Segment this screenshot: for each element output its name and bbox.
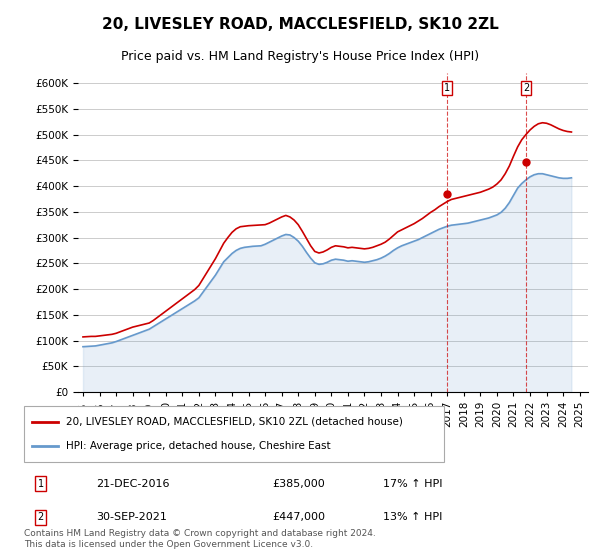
Text: 2: 2 (37, 512, 44, 522)
Text: 13% ↑ HPI: 13% ↑ HPI (383, 512, 442, 522)
Text: 2: 2 (523, 83, 529, 94)
Text: £385,000: £385,000 (272, 479, 325, 489)
Text: Price paid vs. HM Land Registry's House Price Index (HPI): Price paid vs. HM Land Registry's House … (121, 50, 479, 63)
Text: 20, LIVESLEY ROAD, MACCLESFIELD, SK10 2ZL (detached house): 20, LIVESLEY ROAD, MACCLESFIELD, SK10 2Z… (66, 417, 403, 427)
Text: HPI: Average price, detached house, Cheshire East: HPI: Average price, detached house, Ches… (66, 441, 331, 451)
Text: 20, LIVESLEY ROAD, MACCLESFIELD, SK10 2ZL: 20, LIVESLEY ROAD, MACCLESFIELD, SK10 2Z… (101, 17, 499, 32)
Text: Contains HM Land Registry data © Crown copyright and database right 2024.
This d: Contains HM Land Registry data © Crown c… (24, 529, 376, 549)
Text: 17% ↑ HPI: 17% ↑ HPI (383, 479, 442, 489)
Text: 21-DEC-2016: 21-DEC-2016 (96, 479, 169, 489)
Text: 30-SEP-2021: 30-SEP-2021 (96, 512, 167, 522)
Text: 1: 1 (37, 479, 44, 489)
Text: £447,000: £447,000 (272, 512, 325, 522)
Text: 1: 1 (443, 83, 450, 94)
FancyBboxPatch shape (24, 406, 444, 462)
